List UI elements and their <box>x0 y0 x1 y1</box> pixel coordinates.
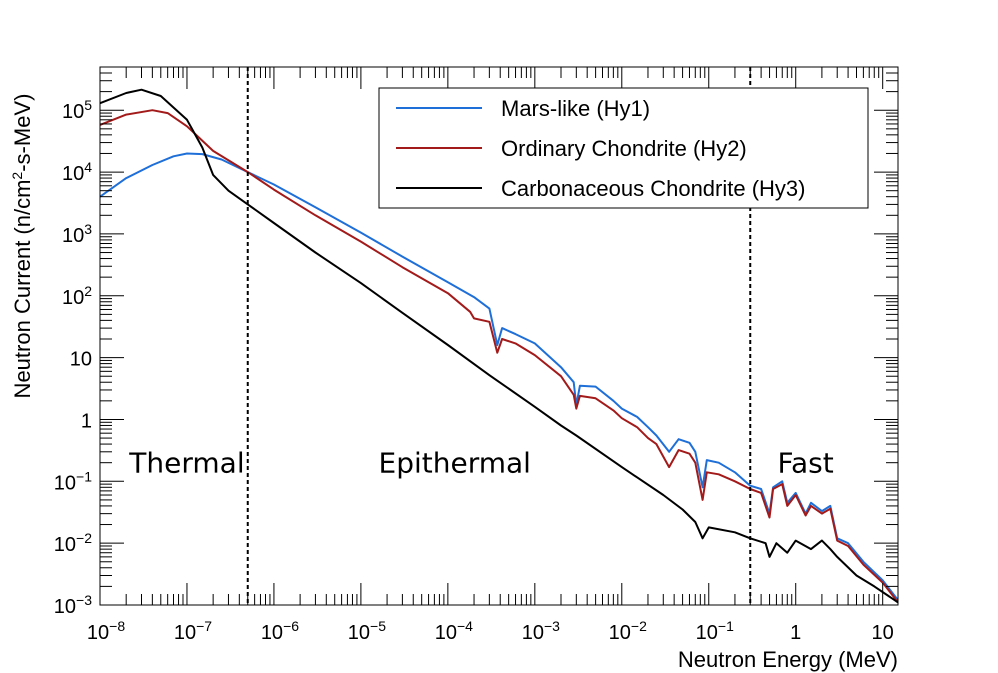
tick-layer <box>99 66 898 606</box>
legend-label-hy2: Ordinary Chondrite (Hy2) <box>501 136 747 161</box>
y-axis-title-superscript: 2 <box>9 172 25 180</box>
x-tick-label: 10−7 <box>174 618 212 644</box>
y-tick-label: 1 <box>81 410 92 432</box>
y-tick-label: 102 <box>62 283 92 309</box>
legend-label-hy3: Carbonaceous Chondrite (Hy3) <box>501 176 806 201</box>
region-label-epithermal: Epithermal <box>379 447 531 480</box>
region-label-thermal: Thermal <box>128 447 244 480</box>
x-axis-title: Neutron Energy (MeV) <box>678 647 898 672</box>
region-label-layer: Thermal Epithermal Fast <box>128 447 833 480</box>
legend: Mars-like (Hy1) Ordinary Chondrite (Hy2)… <box>378 87 869 209</box>
x-tick-label: 10−5 <box>348 618 386 644</box>
y-tick-label: 103 <box>62 221 92 247</box>
y-tick-label: 10−3 <box>54 592 92 618</box>
y-axis-title-suffix: -s-MeV) <box>10 94 35 172</box>
y-tick-label: 104 <box>62 159 92 185</box>
x-tick-label: 10−3 <box>522 618 560 644</box>
x-tick-label: 10−2 <box>609 618 647 644</box>
x-tick-label: 10−8 <box>87 618 125 644</box>
y-axis-title-prefix: Neutron Current (n/cm <box>10 180 35 399</box>
y-axis-title: Neutron Current (n/cm2-s-MeV) <box>9 94 35 399</box>
y-tick-label: 105 <box>62 97 92 123</box>
x-tick-label: 10−4 <box>435 618 473 644</box>
tick-label-layer: 10−8 10−7 10−6 10−5 10−4 10−3 10−2 10−1 1 10 10−3 1… <box>54 97 894 644</box>
y-tick-label: 10 <box>70 349 92 371</box>
legend-label-hy1: Mars-like (Hy1) <box>501 96 650 121</box>
series-line-3 <box>100 88 898 604</box>
series-line-2 <box>100 109 898 604</box>
x-tick-label: 10−1 <box>696 618 734 644</box>
y-tick-label: 10−1 <box>54 468 92 494</box>
plot-frame <box>99 66 899 606</box>
region-divider-layer <box>246 67 752 605</box>
series-line-1 <box>100 152 898 601</box>
series-layer <box>100 88 898 604</box>
region-label-fast: Fast <box>777 447 833 480</box>
y-tick-label: 10−2 <box>54 530 92 556</box>
x-tick-label: 10 <box>872 622 894 644</box>
x-tick-label: 1 <box>790 622 801 644</box>
x-tick-label: 10−6 <box>261 618 299 644</box>
